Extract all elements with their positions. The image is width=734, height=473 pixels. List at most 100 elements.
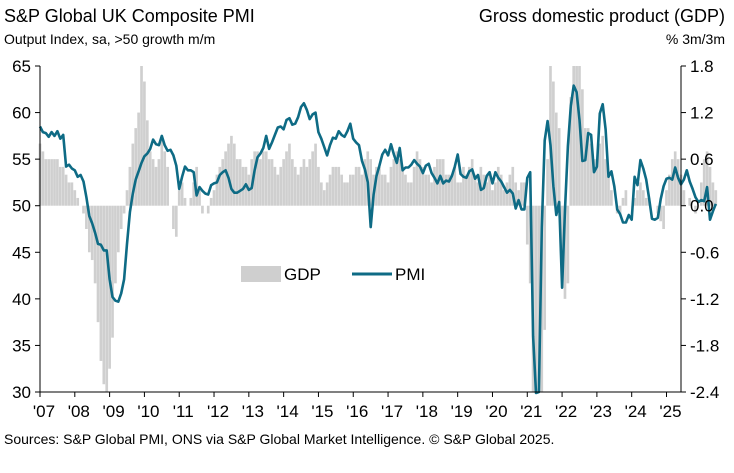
gdp-bar <box>331 166 335 206</box>
gdp-bar <box>328 174 332 206</box>
x-tick-label: '20 <box>485 402 507 421</box>
gdp-bar <box>262 151 265 206</box>
gdp-bar <box>491 190 494 206</box>
gdp-bar <box>598 143 602 206</box>
gdp-bar <box>607 174 610 206</box>
right-tick-label: -2.4 <box>690 383 719 402</box>
gdp-bar <box>143 81 146 206</box>
gdp-bar <box>253 151 256 206</box>
gdp-bar <box>299 166 303 206</box>
gdp-bar <box>476 182 480 206</box>
gdp-bar <box>47 159 51 206</box>
gdp-bar <box>673 151 677 206</box>
gdp-bar <box>317 166 320 206</box>
gdp-bar <box>282 159 285 206</box>
gdp-bar <box>517 190 520 206</box>
gdp-bar <box>131 143 135 206</box>
gdp-bar <box>73 190 77 206</box>
gdp-bar <box>447 174 451 206</box>
x-tick-label: '23 <box>590 402 612 421</box>
right-tick-label: -0.6 <box>690 243 719 262</box>
gdp-bar <box>44 159 48 206</box>
x-tick-label: '10 <box>137 402 159 421</box>
gdp-bar <box>76 197 80 206</box>
gdp-bar <box>418 159 422 206</box>
gdp-bar <box>206 205 210 214</box>
gdp-bar <box>50 159 53 206</box>
gdp-bar <box>41 151 45 206</box>
gdp-bar <box>351 174 355 206</box>
gdp-bar <box>543 205 547 330</box>
x-tick-label: '19 <box>451 402 473 421</box>
left-tick-label: 35 <box>12 336 31 355</box>
gdp-bar <box>711 182 715 206</box>
gdp-bar <box>320 182 323 206</box>
gdp-bar <box>151 159 155 206</box>
gdp-bar <box>125 190 129 206</box>
gdp-bar <box>264 151 268 206</box>
gdp-bar <box>575 66 578 206</box>
gdp-bar <box>473 174 477 206</box>
gdp-bar <box>586 128 590 206</box>
chart-title-left: S&P Global UK Composite PMI <box>4 6 255 26</box>
gdp-bar <box>111 205 114 338</box>
gdp-bar <box>470 159 474 206</box>
gdp-bar <box>369 159 372 206</box>
gdp-bar <box>177 190 181 206</box>
gdp-bar <box>148 151 152 206</box>
gdp-bar <box>665 190 668 206</box>
gdp-bar <box>633 197 636 206</box>
gdp-bar <box>311 151 314 206</box>
right-tick-label: 0.6 <box>690 150 714 169</box>
gdp-bar <box>705 151 709 206</box>
gdp-bar <box>424 174 428 206</box>
gdp-bar <box>375 166 378 206</box>
x-tick-label: '08 <box>68 402 90 421</box>
gdp-bar <box>354 166 358 206</box>
gdp-bar <box>314 143 317 206</box>
gdp-bar <box>291 159 294 206</box>
gdp-bar <box>409 182 413 206</box>
gdp-bar <box>343 182 346 206</box>
gdp-bar <box>360 174 364 206</box>
gdp-bar <box>256 151 259 206</box>
gdp-bar <box>694 205 697 214</box>
gdp-bar <box>459 182 462 206</box>
gdp-bar <box>267 159 271 206</box>
gdp-bar <box>595 159 599 206</box>
gdp-bar <box>589 143 593 206</box>
gdp-bar <box>438 159 442 206</box>
gdp-bar <box>183 197 187 206</box>
gdp-bar <box>189 197 193 206</box>
gdp-bar <box>621 197 625 206</box>
left-tick-label: 55 <box>12 150 31 169</box>
gdp-bar <box>572 66 576 206</box>
gdp-bar <box>552 81 555 206</box>
gdp-bar <box>534 205 538 392</box>
gdp-bar <box>137 112 140 206</box>
gdp-bar <box>192 182 196 206</box>
gdp-bar <box>128 166 132 206</box>
gdp-bar <box>53 159 56 206</box>
gdp-bar <box>699 182 703 206</box>
gdp-bar <box>601 135 605 206</box>
gdp-bar <box>241 166 245 206</box>
gdp-bar <box>64 174 68 206</box>
gdp-bar <box>322 190 326 206</box>
gdp-bar <box>505 182 509 206</box>
gdp-bar <box>714 190 718 206</box>
legend-gdp-label: GDP <box>284 265 321 284</box>
gdp-bar <box>494 182 497 206</box>
x-tick-label: '24 <box>625 402 647 421</box>
gdp-bar <box>496 166 500 206</box>
x-tick-label: '13 <box>242 402 264 421</box>
gdp-bar <box>583 128 587 206</box>
x-tick-label: '21 <box>520 402 542 421</box>
gdp-bar <box>537 205 541 392</box>
gdp-bar <box>502 190 506 206</box>
gdp-bar <box>58 166 62 206</box>
gdp-bar <box>389 166 393 206</box>
gdp-bar <box>334 166 338 206</box>
gdp-bar <box>499 174 503 206</box>
x-tick-label: '16 <box>346 402 368 421</box>
